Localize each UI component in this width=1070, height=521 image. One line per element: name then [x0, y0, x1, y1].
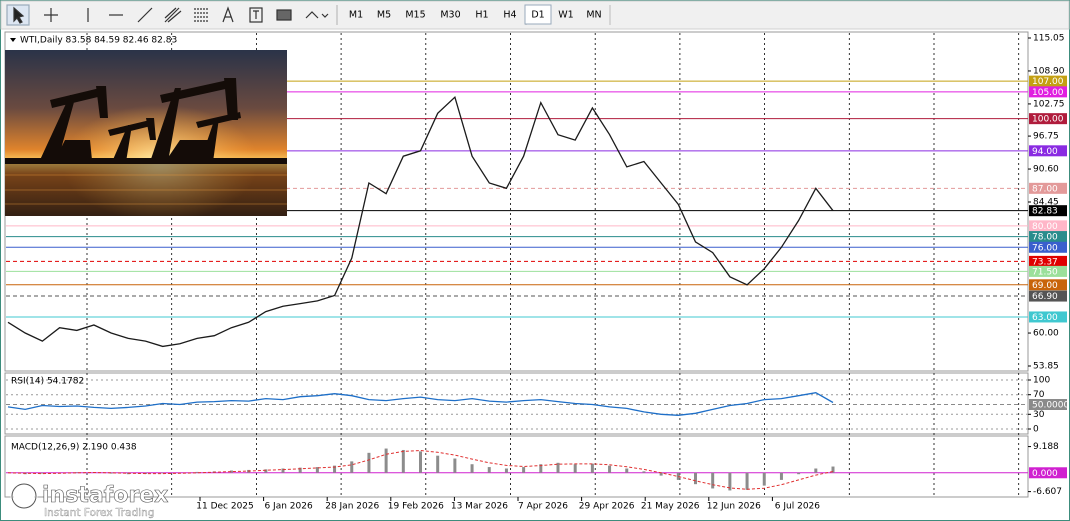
macd-panel — [4, 435, 1029, 498]
y-tick-label: -6.607 — [1033, 487, 1062, 497]
oil-photo — [5, 50, 287, 216]
y-tick-label: 90.60 — [1033, 165, 1059, 175]
timeframe-label[interactable]: M5 — [377, 10, 391, 21]
timeframe-label[interactable]: D1 — [531, 10, 544, 21]
level-label: 82.83 — [1032, 207, 1058, 217]
level-label: 87.00 — [1032, 184, 1058, 194]
timeframe-label[interactable]: M1 — [349, 10, 363, 21]
fibo-icon[interactable] — [194, 8, 208, 22]
y-tick-label: 53.85 — [1033, 362, 1059, 372]
timeframe-label[interactable]: M15 — [405, 10, 425, 21]
timeframe-bar: M1 M5 M15 M30 H1 H4 D1 W1 MN — [349, 4, 611, 25]
level-label: 66.90 — [1032, 292, 1058, 302]
price-line — [7, 392, 834, 416]
level-label: 50.0000 — [1032, 401, 1069, 411]
date-label: 13 Mar 2026 — [451, 502, 508, 512]
level-tag — [1029, 265, 1067, 277]
date-label: 6 Jan 2026 — [264, 502, 312, 512]
level-label: 78.00 — [1032, 233, 1058, 243]
date-label: 21 May 2026 — [641, 502, 700, 512]
level-label: 100.00 — [1032, 115, 1064, 125]
rsi-title: RSI(14) 54.1782 — [11, 377, 84, 387]
watermark-brand: instaforex — [42, 483, 168, 508]
level-label: 105.00 — [1032, 88, 1064, 98]
macd-title: MACD(12,26,9) 2.190 0.438 — [11, 443, 137, 453]
date-label: 7 Apr 2026 — [518, 502, 568, 512]
date-label: 28 Jan 2026 — [325, 502, 379, 512]
y-tick-label: 0 — [1033, 425, 1039, 435]
timeframe-label[interactable]: H1 — [475, 10, 488, 21]
level-tag — [1029, 145, 1067, 157]
level-tag — [1029, 182, 1067, 194]
level-tag — [1029, 241, 1067, 253]
y-tick-label: 9.188 — [1033, 442, 1059, 452]
level-tag — [1029, 113, 1067, 125]
level-tag — [1029, 279, 1067, 291]
level-label: 0.000 — [1032, 469, 1058, 479]
level-tag — [1029, 86, 1067, 98]
y-tick-label: 70 — [1033, 390, 1045, 400]
level-tag — [1029, 220, 1067, 232]
shapes-icon[interactable] — [276, 9, 292, 21]
price-line — [7, 96, 834, 348]
toolbar-icons — [6, 4, 338, 26]
chart-title: WTI,Daily 83.58 84.59 82.46 82.83 — [20, 36, 177, 46]
level-label: 107.00 — [1032, 77, 1064, 87]
watermark: instaforex Instant Forex Trading — [10, 482, 169, 519]
level-tag — [1029, 255, 1067, 267]
y-tick-label: 115.05 — [1033, 34, 1065, 44]
label-icon-t[interactable] — [253, 10, 259, 19]
timeframe-label[interactable]: M30 — [440, 10, 460, 21]
level-tag — [1029, 467, 1067, 479]
y-tick-label: 96.75 — [1033, 132, 1059, 142]
level-tag — [1029, 311, 1067, 323]
timeframe-button[interactable] — [524, 4, 552, 25]
y-tick-label: 30 — [1033, 410, 1045, 420]
level-label: 69.00 — [1032, 281, 1058, 291]
date-label: 6 Jul 2026 — [775, 502, 820, 512]
collapse-arrow[interactable] — [10, 38, 16, 42]
level-label: 94.00 — [1032, 147, 1058, 157]
label-icon[interactable] — [249, 7, 263, 23]
y-tick-label: 60.00 — [1033, 329, 1059, 339]
crosshair-icon[interactable] — [44, 8, 58, 22]
arrows-icon[interactable] — [305, 11, 329, 19]
y-tick-label: 102.75 — [1033, 99, 1065, 109]
level-tag — [1029, 290, 1067, 302]
rsi-panel — [4, 372, 1029, 435]
level-label: 80.00 — [1032, 222, 1058, 232]
level-label: 63.00 — [1032, 313, 1058, 323]
timeframe-label[interactable]: W1 — [558, 10, 573, 21]
y-tick-label: 100 — [1033, 376, 1050, 386]
signal-line — [7, 449, 834, 490]
date-label: 11 Dec 2025 — [196, 502, 254, 512]
level-tag — [1029, 205, 1067, 217]
timeframe-label[interactable]: H4 — [503, 10, 516, 21]
level-tag — [1029, 231, 1067, 243]
channel-icon[interactable] — [164, 7, 182, 23]
date-label: 19 Feb 2026 — [388, 502, 444, 512]
date-label: 12 Jun 2026 — [707, 502, 761, 512]
y-tick-label: 84.45 — [1033, 198, 1059, 208]
level-label: 73.37 — [1032, 257, 1058, 267]
watermark-tagline: Instant Forex Trading — [44, 507, 154, 519]
y-tick-label: 108.90 — [1033, 66, 1065, 76]
cursor-icon[interactable] — [13, 6, 25, 24]
level-label: 76.00 — [1032, 243, 1058, 253]
text-icon[interactable] — [222, 6, 234, 23]
vertical-grid — [86, 33, 1020, 497]
level-tag — [1029, 399, 1067, 410]
timeframe-label[interactable]: MN — [586, 10, 601, 21]
level-label: 71.50 — [1032, 267, 1058, 277]
level-tag — [1029, 75, 1067, 87]
date-label: 29 Apr 2026 — [579, 502, 635, 512]
trendline-icon[interactable] — [137, 7, 153, 23]
